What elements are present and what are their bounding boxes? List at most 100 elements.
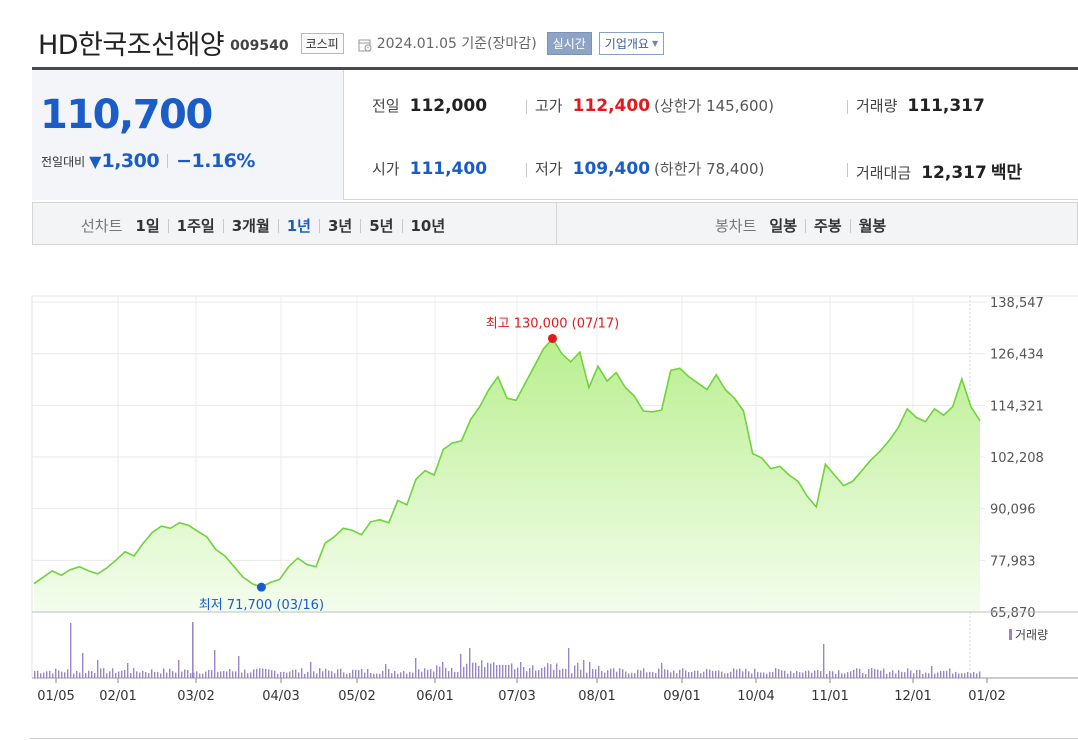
prev-close-value: 112,000 [409,96,488,116]
volume-bar [715,670,717,678]
volume-bar [625,671,627,678]
volume-bar [928,673,930,678]
volume-bar [391,673,393,678]
y-tick-label: 65,870 [990,606,1036,621]
realtime-button[interactable]: 실시간 [546,31,592,55]
volume-bar [658,668,660,678]
volume-bar [289,671,291,678]
volume-bar [895,673,897,678]
stat-amount: 거래대금 12,317 백만 [856,158,1022,183]
volume-bar [37,670,39,678]
volume-bar [274,670,276,678]
low-label: 저가 [535,160,563,178]
volume-bar [124,669,126,678]
market-badge: 코스피 [300,32,344,54]
volume-bar [850,671,852,678]
volume-bar [694,670,696,678]
volume-bar [226,671,228,678]
tab-5y[interactable]: 5년 [360,218,401,233]
volume-bar [52,673,54,678]
volume-bar [136,671,138,678]
chart-period-tabs: 선차트 1일 1주일 3개월 1년 3년 5년 10년 봉차트 일봉 주봉 월봉 [32,202,1078,245]
tab-1d[interactable]: 1일 [135,216,160,235]
volume-bar [481,660,483,678]
amount-unit: 백만 [990,163,1023,183]
high-label: 고가 [535,97,563,115]
volume-bar [748,671,750,678]
volume-bar [580,669,582,678]
volume-bar [166,672,168,678]
volume-bar [550,664,552,678]
volume-bar [706,669,708,678]
volume-bar [337,669,339,678]
volume-bar [259,668,261,678]
volume-bar [223,671,225,678]
price-chart[interactable]: 138,547 126,434 114,321 102,208 90,096 77,983… [0,250,1078,740]
volume-bar [790,671,792,678]
volume-bar [349,673,351,678]
volume-bar [724,673,726,678]
tab-1y[interactable]: 1년 [277,218,319,233]
volume-bar [448,671,450,678]
volume-bar [784,670,786,678]
volume-bar [361,668,363,678]
open-value: 111,400 [409,159,488,179]
volume-bar [586,672,588,678]
volume-bar [718,670,720,678]
volume-bar [70,623,72,678]
tab-10y[interactable]: 10년 [401,218,454,233]
volume-bar [916,669,918,678]
volume-bar [412,672,414,678]
volume-bar [193,672,195,678]
volume-bar [487,662,489,678]
volume-bar [553,669,555,678]
current-price: 110,700 [40,92,213,138]
volume-bar [169,668,171,678]
volume-legend: 거래량 [1009,626,1048,643]
volume-bar [574,665,576,678]
volume-bar [127,663,129,678]
volume-bar [973,672,975,678]
volume-bar [511,663,513,678]
tab-1w[interactable]: 1주일 [167,218,223,233]
volume-bar [493,662,495,678]
volume-bar [40,673,42,678]
tab-weekly[interactable]: 주봉 [805,218,850,233]
volume-bar [403,671,405,678]
volume-bar [208,669,210,678]
volume-bar [214,650,216,678]
volume-bar [58,670,60,678]
volume-bar [478,665,480,678]
volume-bar [301,668,303,678]
volume-bar [736,669,738,678]
volume-bar [538,670,540,678]
volume-bar [679,669,681,678]
stat-volume: 거래량 111,317 [856,95,985,116]
volume-bar [367,669,369,678]
tab-monthly[interactable]: 월봉 [849,218,895,233]
volume-bar [427,669,429,678]
volume-bar [499,664,501,678]
company-info-button[interactable]: 기업개요 ▼ [598,31,665,55]
tab-3y[interactable]: 3년 [319,218,360,233]
divider [847,100,848,114]
volume-bar [682,668,684,678]
volume-bar [79,672,81,678]
x-tick-label: 08/01 [578,689,615,704]
volume-bar [907,668,909,678]
tab-daily[interactable]: 일봉 [769,216,798,235]
tab-3m[interactable]: 3개월 [222,218,278,233]
y-tick-label: 77,983 [990,554,1036,569]
candle-chart-tabs: 봉차트 일봉 주봉 월봉 [715,215,894,236]
volume-bar [925,672,927,678]
volume-bar [148,673,150,678]
volume-bar [871,668,873,678]
x-tick-label: 04/03 [262,689,299,704]
volume-bar [283,671,285,678]
volume-bar [904,672,906,678]
volume-bar [883,668,885,678]
low-marker [256,582,266,592]
volume-bar [601,671,603,678]
high-value: 112,400 [572,96,651,116]
volume-bar [217,672,219,678]
